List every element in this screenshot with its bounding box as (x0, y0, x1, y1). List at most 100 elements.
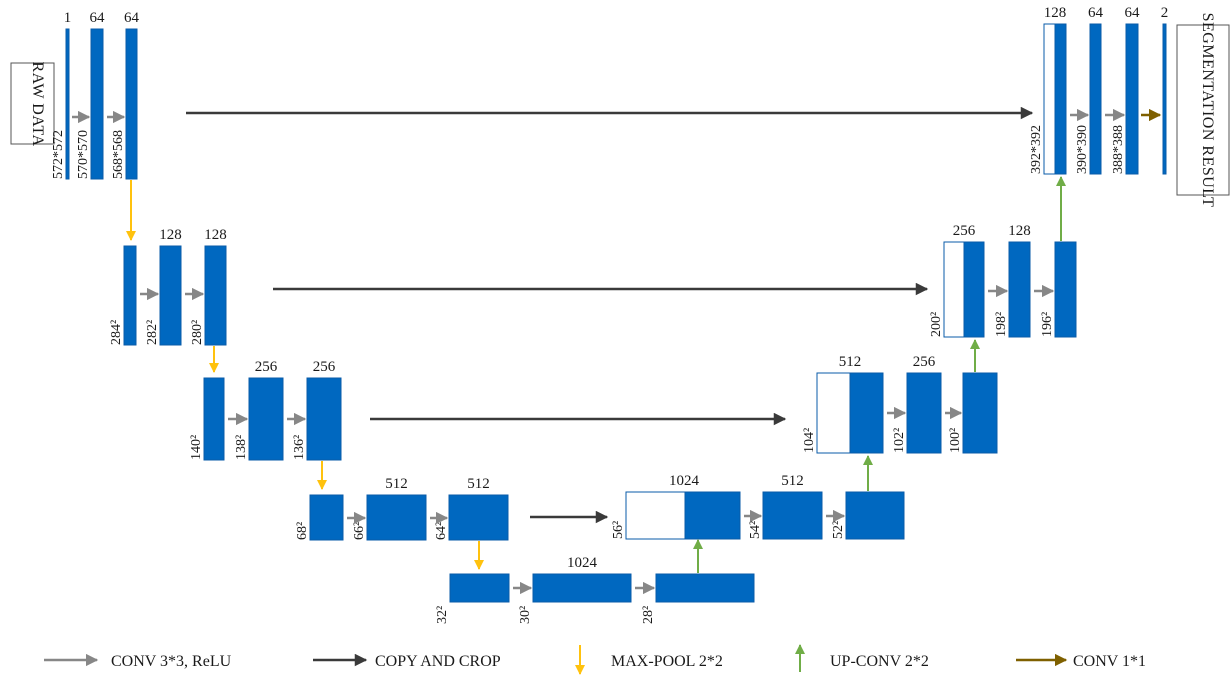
size-label: 54² (748, 521, 763, 539)
size-label: 392*392 (1029, 125, 1044, 174)
encoder-block (65, 28, 70, 180)
copied-feature-map (625, 491, 686, 540)
size-label: 568*568 (111, 130, 126, 179)
channel-label: 512 (781, 473, 804, 489)
encoder-level-2: 284² 128 282² 128 280² (109, 227, 227, 346)
copied-feature-map (943, 241, 965, 338)
legend-item-upconv: UP-CONV 2*2 (795, 644, 929, 672)
legend-item-conv1x1: CONV 1*1 (1016, 653, 1146, 670)
legend-label: UP-CONV 2*2 (830, 653, 929, 670)
size-label: 388*388 (1111, 125, 1126, 174)
decoder-block (1054, 241, 1077, 338)
channel-label: 128 (1008, 223, 1031, 239)
segmentation-result-frame (1176, 24, 1230, 196)
channel-label: 256 (953, 223, 976, 239)
channel-label: 64 (1125, 5, 1141, 21)
legend-item-pool: MAX-POOL 2*2 (575, 645, 723, 675)
segmentation-result-label: SEGMENTATION RESULT (1199, 13, 1216, 208)
encoder-block (366, 494, 427, 541)
channel-label: 512 (385, 476, 408, 492)
size-label: 570*570 (76, 130, 91, 179)
channel-label: 128 (159, 227, 182, 243)
bottleneck-block (449, 573, 510, 603)
size-label: 200² (929, 312, 944, 337)
channel-label: 64 (90, 10, 106, 26)
legend-label: COPY AND CROP (375, 653, 501, 670)
decoder-level-3: 512 256 104² 102² 100² (802, 354, 998, 454)
decoder-block (1008, 241, 1031, 338)
decoder-block (1125, 23, 1139, 175)
encoder-block (248, 377, 284, 461)
decoder-level-2: 256 128 200² 198² 196² (929, 223, 1077, 338)
size-label: 66² (352, 522, 367, 540)
channel-label: 1024 (567, 555, 598, 571)
size-label: 68² (295, 522, 310, 540)
size-label: 138² (234, 435, 249, 460)
encoder-block (204, 245, 227, 346)
size-label: 52² (831, 521, 846, 539)
size-label: 56² (611, 521, 626, 539)
encoder-block (203, 377, 225, 461)
raw-data-label: RAW DATA (29, 61, 46, 146)
channel-label: 512 (839, 354, 862, 370)
copied-feature-map (816, 372, 851, 454)
encoder-block (306, 377, 342, 461)
size-label: 280² (190, 320, 205, 345)
channel-label: 256 (913, 354, 936, 370)
copied-feature-map (1043, 23, 1056, 175)
size-label: 32² (435, 606, 450, 624)
decoder-block (1054, 23, 1067, 175)
raw-data-frame (10, 62, 55, 145)
legend-item-copy: COPY AND CROP (313, 653, 501, 670)
channel-label: 1024 (669, 473, 700, 489)
bottleneck-block (532, 573, 632, 603)
decoder-block (762, 491, 823, 540)
legend-item-conv: CONV 3*3, ReLU (44, 653, 232, 670)
encoder-block (125, 28, 138, 180)
encoder-block (159, 245, 182, 346)
channel-label: 256 (255, 359, 278, 375)
decoder-block (845, 491, 905, 540)
decoder-level-4: 1024 512 56² 54² 52² (611, 473, 905, 540)
size-label: 140² (189, 435, 204, 460)
encoder-block (448, 494, 509, 541)
size-label: 30² (518, 606, 533, 624)
legend-label: MAX-POOL 2*2 (611, 653, 723, 670)
decoder-block (684, 491, 741, 540)
size-label: 104² (802, 428, 817, 453)
size-label: 196² (1040, 312, 1055, 337)
channel-label: 128 (1044, 5, 1067, 21)
encoder-block (123, 245, 137, 346)
encoder-block (90, 28, 104, 180)
legend-label: CONV 3*3, ReLU (111, 653, 232, 670)
decoder-block (1162, 23, 1167, 175)
legend: CONV 3*3, ReLU COPY AND CROP MAX-POOL 2*2 U… (44, 644, 1146, 675)
channel-label: 1 (64, 10, 72, 26)
decoder-level-1: 128 64 64 2 392*392 390*390 388*388 (1029, 5, 1169, 175)
size-label: 64² (434, 522, 449, 540)
bottleneck: 32² 1024 30² 28² (435, 555, 755, 624)
size-label: 284² (109, 320, 124, 345)
size-label: 100² (948, 428, 963, 453)
segmentation-result-box: SEGMENTATION RESULT (1176, 13, 1230, 208)
decoder-block (1089, 23, 1102, 175)
channel-label: 64 (1088, 5, 1104, 21)
encoder-level-1: 1 572*572 64 570*570 64 568*568 (51, 10, 140, 180)
decoder-block (849, 372, 884, 454)
legend-label: CONV 1*1 (1073, 653, 1146, 670)
size-label: 102² (892, 428, 907, 453)
decoder-block (963, 241, 985, 338)
encoder-block (309, 494, 344, 541)
channel-label: 64 (124, 10, 140, 26)
channel-label: 2 (1161, 5, 1169, 21)
channel-label: 256 (313, 359, 336, 375)
size-label: 572*572 (51, 130, 66, 179)
channel-label: 512 (467, 476, 490, 492)
size-label: 198² (994, 312, 1009, 337)
size-label: 28² (641, 606, 656, 624)
raw-data-box: RAW DATA (10, 61, 55, 147)
encoder-level-4: 68² 512 66² 512 64² (295, 476, 509, 541)
decoder-block (906, 372, 942, 454)
size-label: 390*390 (1075, 125, 1090, 174)
